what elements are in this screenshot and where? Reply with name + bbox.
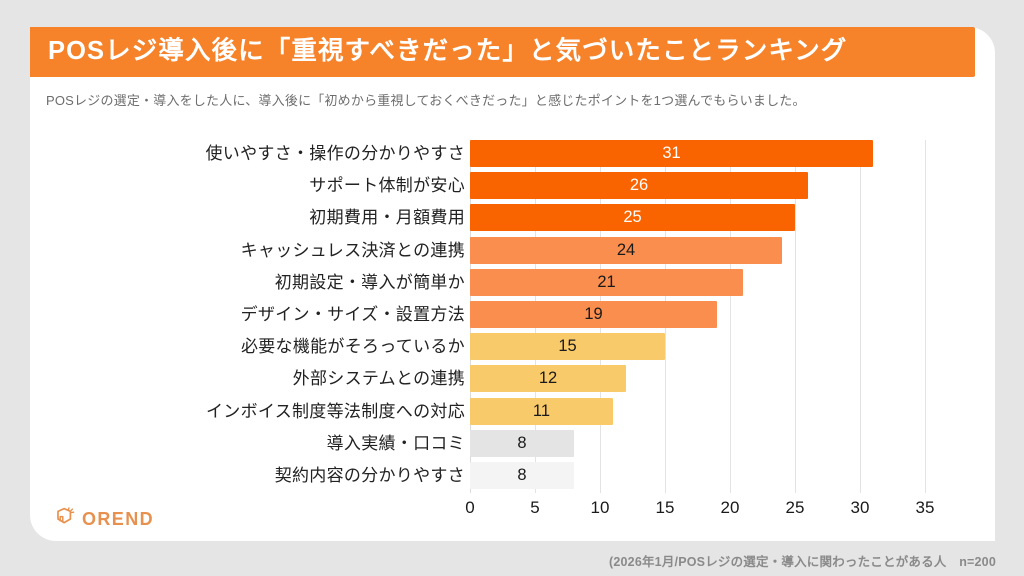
x-tick-label: 20: [720, 498, 740, 517]
title-banner: POSレジ導入後に「重視すべきだった」と気づいたことランキング: [30, 27, 975, 77]
x-axis: 0 5 10 15 20 25 30 35: [465, 494, 940, 524]
bar-row: 12: [470, 365, 925, 393]
x-tick-label: 35: [915, 498, 935, 517]
category-label: 使いやすさ・操作の分かりやすさ: [205, 144, 465, 163]
gridline-35: [925, 140, 926, 493]
brand-logo: OREND: [53, 505, 154, 534]
hexagon-sparkle-icon: [53, 505, 77, 534]
bar-row: 24: [470, 236, 925, 264]
gridline-25: [795, 140, 796, 493]
category-label: 初期費用・月額費用: [309, 208, 465, 228]
category-label: 契約内容の分かりやすさ: [274, 466, 465, 485]
x-tick-label: 25: [785, 498, 805, 517]
category-label: インボイス制度等法制度への対応: [206, 401, 465, 421]
bar: [470, 397, 613, 425]
plot-area: 31 26 25 24 21 19 15 12 11 8 8: [470, 140, 930, 494]
category-label-column: 使いやすさ・操作の分かりやすさサポート体制が安心 初期費用・月額費用キャッシュレス…: [50, 140, 465, 494]
bar-row: 26: [470, 172, 925, 200]
bar-row: 31: [470, 140, 925, 167]
page-title: POSレジ導入後に「重視すべきだった」と気づいたことランキング: [48, 37, 848, 66]
category-label: デザイン・サイズ・設置方法: [240, 305, 465, 324]
bar: [470, 140, 873, 167]
category-label: サポート体制が安心: [309, 176, 465, 196]
bar: [470, 236, 782, 264]
category-label: 必要な機能がそろっているか: [240, 337, 465, 357]
subtitle-text: POSレジの選定・導入をした人に、導入後に「初めから重視しておくべきだった」と感…: [46, 93, 806, 108]
x-tick-label: 30: [850, 498, 870, 517]
bar: [470, 301, 717, 328]
logo-text: OREND: [82, 509, 155, 529]
bar: [470, 268, 743, 296]
bar-row: 25: [470, 204, 925, 232]
bar-row: 8: [470, 429, 925, 457]
bar-row: 15: [470, 333, 925, 361]
x-tick-label: 15: [655, 498, 675, 517]
gridline-30: [860, 140, 861, 493]
bar: [470, 462, 574, 489]
category-label: キャッシュレス決済との連携: [240, 240, 465, 260]
category-label: 初期設定・導入が簡単か: [274, 272, 465, 292]
category-label: 外部システムとの連携: [292, 369, 465, 389]
bar-row: 21: [470, 268, 925, 296]
gridline-20: [730, 140, 731, 493]
bar: [470, 333, 665, 361]
bar: [470, 365, 626, 393]
bar-row: 19: [470, 301, 925, 328]
bar: [470, 172, 808, 200]
category-label: 導入実績・口コミ: [326, 433, 465, 453]
bar-chart: 使いやすさ・操作の分かりやすさサポート体制が安心 初期費用・月額費用キャッシュレス…: [30, 132, 995, 517]
bar: [470, 429, 574, 457]
footer-note: (2026年1月/POSレジの選定・導入に関わったことがある人 n=200: [609, 555, 996, 569]
bar-row: 11: [470, 397, 925, 425]
bar: [470, 204, 795, 232]
bar-row: 8: [470, 462, 925, 489]
x-tick-label: 5: [530, 498, 540, 517]
x-tick-label: 10: [590, 498, 610, 517]
x-tick-label: 0: [465, 498, 475, 517]
